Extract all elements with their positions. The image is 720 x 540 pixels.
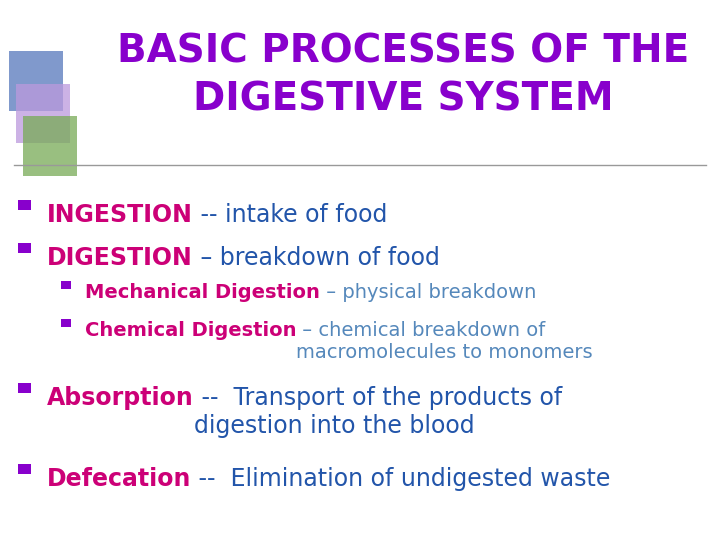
Text: – chemical breakdown of
macromolecules to monomers: – chemical breakdown of macromolecules t… xyxy=(297,321,593,362)
Text: Defecation: Defecation xyxy=(47,467,192,491)
Text: Chemical Digestion: Chemical Digestion xyxy=(85,321,297,340)
Bar xyxy=(18,200,31,210)
Text: -- intake of food: -- intake of food xyxy=(193,202,387,226)
Text: DIGESTIVE SYSTEM: DIGESTIVE SYSTEM xyxy=(193,81,613,119)
Text: --  Elimination of undigested waste: -- Elimination of undigested waste xyxy=(192,467,611,491)
Text: Absorption: Absorption xyxy=(47,386,194,410)
Bar xyxy=(18,243,31,253)
Text: – physical breakdown: – physical breakdown xyxy=(320,284,536,302)
Text: Mechanical Digestion: Mechanical Digestion xyxy=(85,284,320,302)
Bar xyxy=(9,51,63,111)
Text: – breakdown of food: – breakdown of food xyxy=(192,246,439,269)
Bar xyxy=(16,84,70,143)
Bar xyxy=(18,464,31,474)
Bar xyxy=(61,319,71,327)
Text: DIGESTION: DIGESTION xyxy=(47,246,192,269)
Bar xyxy=(61,281,71,289)
Text: --  Transport of the products of
digestion into the blood: -- Transport of the products of digestio… xyxy=(194,386,562,438)
Text: INGESTION: INGESTION xyxy=(47,202,193,226)
Bar xyxy=(18,383,31,393)
Bar xyxy=(23,116,77,176)
Text: BASIC PROCESSES OF THE: BASIC PROCESSES OF THE xyxy=(117,32,689,70)
